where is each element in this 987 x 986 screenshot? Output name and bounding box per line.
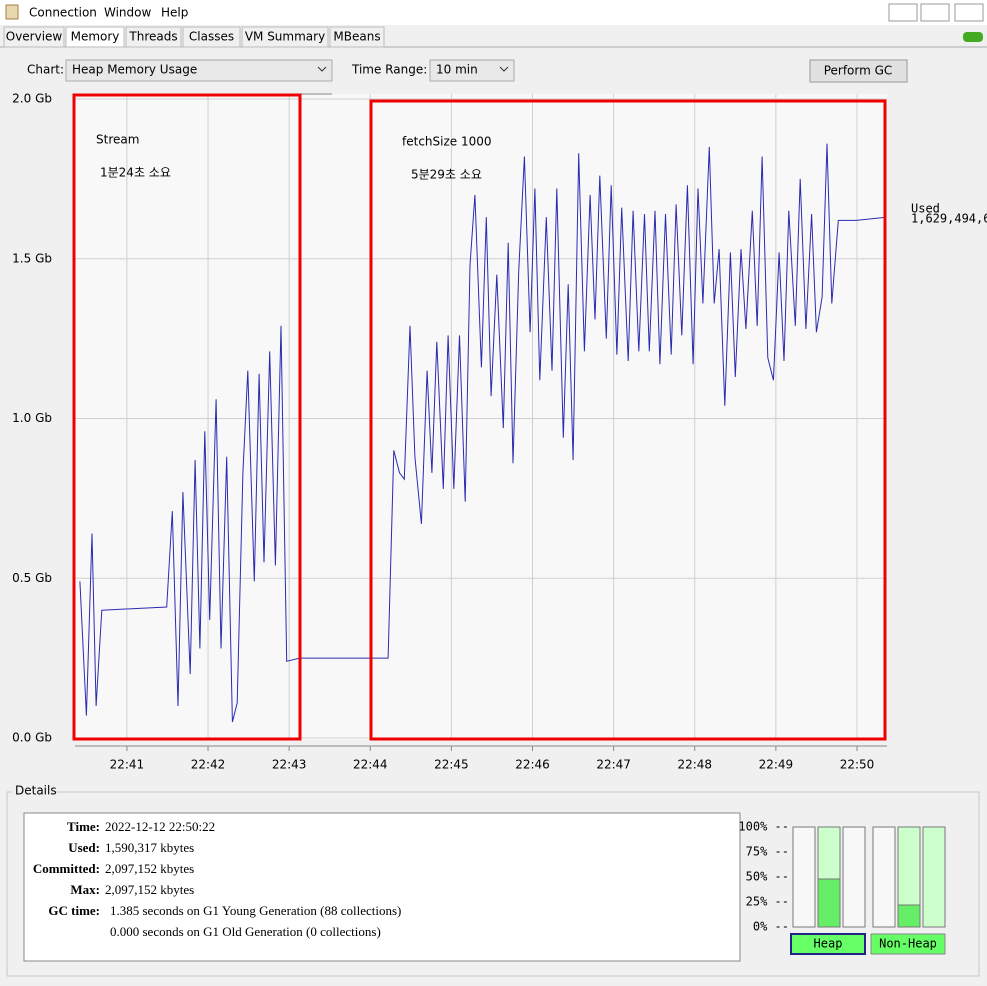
close[interactable] (954, 3, 984, 22)
pool-bar (817, 878, 841, 928)
tab-label: Overview (6, 30, 63, 44)
details-box (23, 812, 741, 962)
detail-value: 1,590,317 kbytes (105, 840, 194, 855)
y-tick-label: 1.0 Gb (12, 411, 52, 425)
minimize[interactable] (888, 3, 918, 22)
pool-button[interactable] (790, 933, 866, 955)
x-tick-label: 22:50 (840, 758, 875, 772)
pool-tick-label: 0% -- (753, 920, 789, 934)
window-buttons (888, 3, 984, 22)
chart-combo-value: Heap Memory Usage (72, 63, 197, 77)
pool-bar-frame (872, 826, 896, 928)
x-tick-label: 22:41 (110, 758, 145, 772)
end-label: 1,629,494,608 (911, 212, 987, 226)
tab[interactable] (125, 26, 182, 48)
detail-value: 2022-12-12 22:50:22 (105, 819, 215, 834)
x-tick-label: 22:46 (515, 758, 550, 772)
range-label: Time Range: (351, 63, 427, 77)
details-title: Details (15, 784, 57, 798)
tab-label: Threads (128, 30, 177, 44)
range-combo[interactable] (429, 59, 515, 82)
menu-item[interactable]: Help (161, 6, 188, 20)
tab-label: Classes (189, 30, 234, 44)
chart-combo[interactable] (65, 59, 333, 82)
tab[interactable] (329, 26, 385, 48)
pool-tick-label: 100% -- (738, 820, 789, 834)
pool-button-label: Non-Heap (879, 937, 937, 951)
tab-label: Memory (71, 30, 120, 44)
detail-label: GC time: (48, 903, 100, 918)
detail-value: 2,097,152 kbytes (105, 882, 194, 897)
detail-label: Committed: (33, 861, 100, 876)
y-tick-label: 0.0 Gb (12, 731, 52, 745)
detail-label: Max: (70, 882, 100, 897)
y-tick-label: 1.5 Gb (12, 251, 52, 265)
pool-tick-label: 50% -- (746, 870, 789, 884)
plot-area (75, 94, 887, 740)
details-legend-bg (12, 784, 56, 798)
x-tick-label: 22:43 (272, 758, 307, 772)
heap-used-line (79, 143, 887, 723)
maximize[interactable] (920, 3, 950, 22)
detail-label: Used: (68, 840, 100, 855)
menu-bar (0, 0, 987, 25)
pool-bar (897, 904, 921, 928)
tab[interactable] (182, 26, 241, 48)
y-tick-label: 0.5 Gb (12, 571, 52, 585)
tab-label: MBeans (333, 30, 380, 44)
detail-label: Time: (67, 819, 100, 834)
pool-button[interactable] (870, 933, 946, 955)
x-tick-label: 22:44 (353, 758, 388, 772)
pool-tick-label: 75% -- (746, 845, 789, 859)
menu-item[interactable]: Connection (29, 6, 97, 20)
x-tick-label: 22:48 (677, 758, 712, 772)
app-icon (5, 4, 19, 20)
annotation: fetchSize 1000 (402, 135, 492, 149)
tab[interactable] (3, 26, 65, 48)
x-tick-label: 22:49 (759, 758, 794, 772)
pool-button-label: Heap (814, 937, 843, 951)
y-tick-label: 2.0 Gb (12, 92, 52, 106)
chart-label: Chart: (27, 63, 64, 77)
detail-value: 1.385 seconds on G1 Young Generation (88… (110, 903, 401, 918)
tab[interactable] (241, 26, 329, 48)
details-group (6, 791, 980, 977)
x-tick-label: 22:47 (596, 758, 631, 772)
button-label: Perform GC (824, 64, 893, 78)
pool-bar-frame (842, 826, 866, 928)
menu-item[interactable]: Window (104, 6, 152, 20)
tab-label: VM Summary (245, 30, 325, 44)
annotation: 5분29초 소요 (411, 168, 482, 182)
annotation: Stream (96, 133, 139, 147)
detail-value: 2,097,152 kbytes (105, 861, 194, 876)
pool-bar-frame (792, 826, 816, 928)
pool-bar-frame (922, 826, 946, 928)
tab[interactable] (65, 26, 125, 48)
pool-tick-label: 25% -- (746, 895, 789, 909)
x-tick-label: 22:42 (191, 758, 226, 772)
range-combo-value: 10 min (436, 63, 478, 77)
connection-icon (963, 32, 983, 42)
combo-arrow (499, 66, 509, 72)
annotation-box (369, 99, 887, 741)
annotation-box (72, 93, 302, 741)
annotation: 1분24초 소요 (100, 166, 171, 180)
combo-arrow (317, 66, 327, 72)
detail-value: 0.000 seconds on G1 Old Generation (0 co… (110, 924, 381, 939)
end-label: Used (911, 202, 940, 216)
perform-gc-button[interactable] (809, 59, 908, 83)
x-tick-label: 22:45 (434, 758, 469, 772)
